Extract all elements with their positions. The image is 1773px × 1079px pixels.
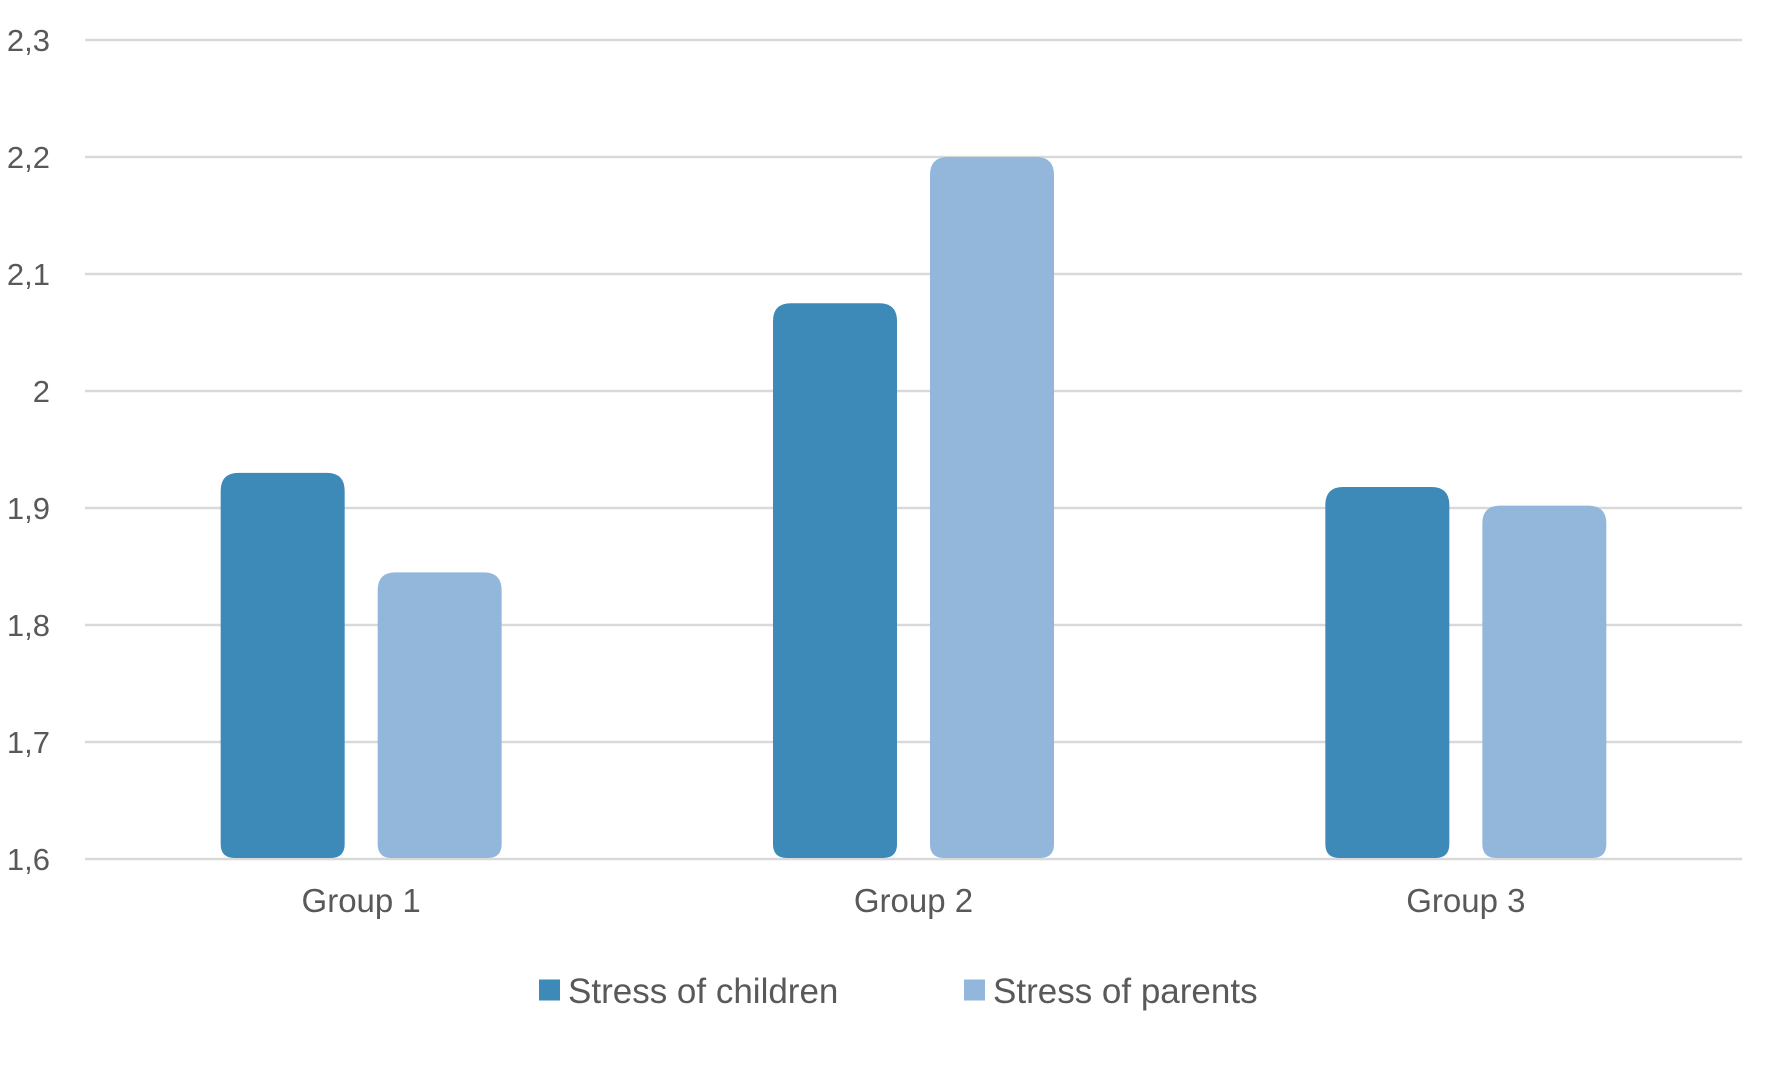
bar-stress-of-children-group-3 [1325,486,1450,858]
legend-label: Stress of children [568,972,838,1011]
y-tick-label: 1,6 [7,842,50,877]
y-tick-label: 2,1 [7,257,50,292]
y-tick-label: 1,9 [7,491,50,526]
x-category-label: Group 2 [854,882,973,919]
legend-swatch [964,979,985,1001]
x-axis-category-labels: Group 1 Group 2 Group 3 [302,882,1526,919]
bar-stress-of-children-group-1 [220,472,345,858]
gridlines [85,38,1742,861]
bar-stress-of-parents-group-3 [1482,505,1607,858]
legend: Stress of children Stress of parents [539,972,1258,1011]
y-tick-label: 1,8 [7,608,50,643]
y-axis-tick-labels: 1,6 1,7 1,8 1,9 2 2,1 2,2 2,3 [7,23,50,877]
y-tick-label: 1,7 [7,725,50,760]
y-tick-label: 2,2 [7,140,50,175]
legend-label: Stress of parents [993,972,1258,1011]
y-tick-label: 2 [33,374,50,409]
x-category-label: Group 1 [302,882,421,919]
bar-stress-of-parents-group-2 [930,157,1054,858]
bar-stress-of-children-group-2 [773,303,897,858]
x-category-label: Group 3 [1406,882,1525,919]
legend-swatch [539,979,560,1001]
bars [220,157,1607,858]
y-tick-label: 2,3 [7,23,50,58]
bar-stress-of-parents-group-1 [377,572,502,858]
